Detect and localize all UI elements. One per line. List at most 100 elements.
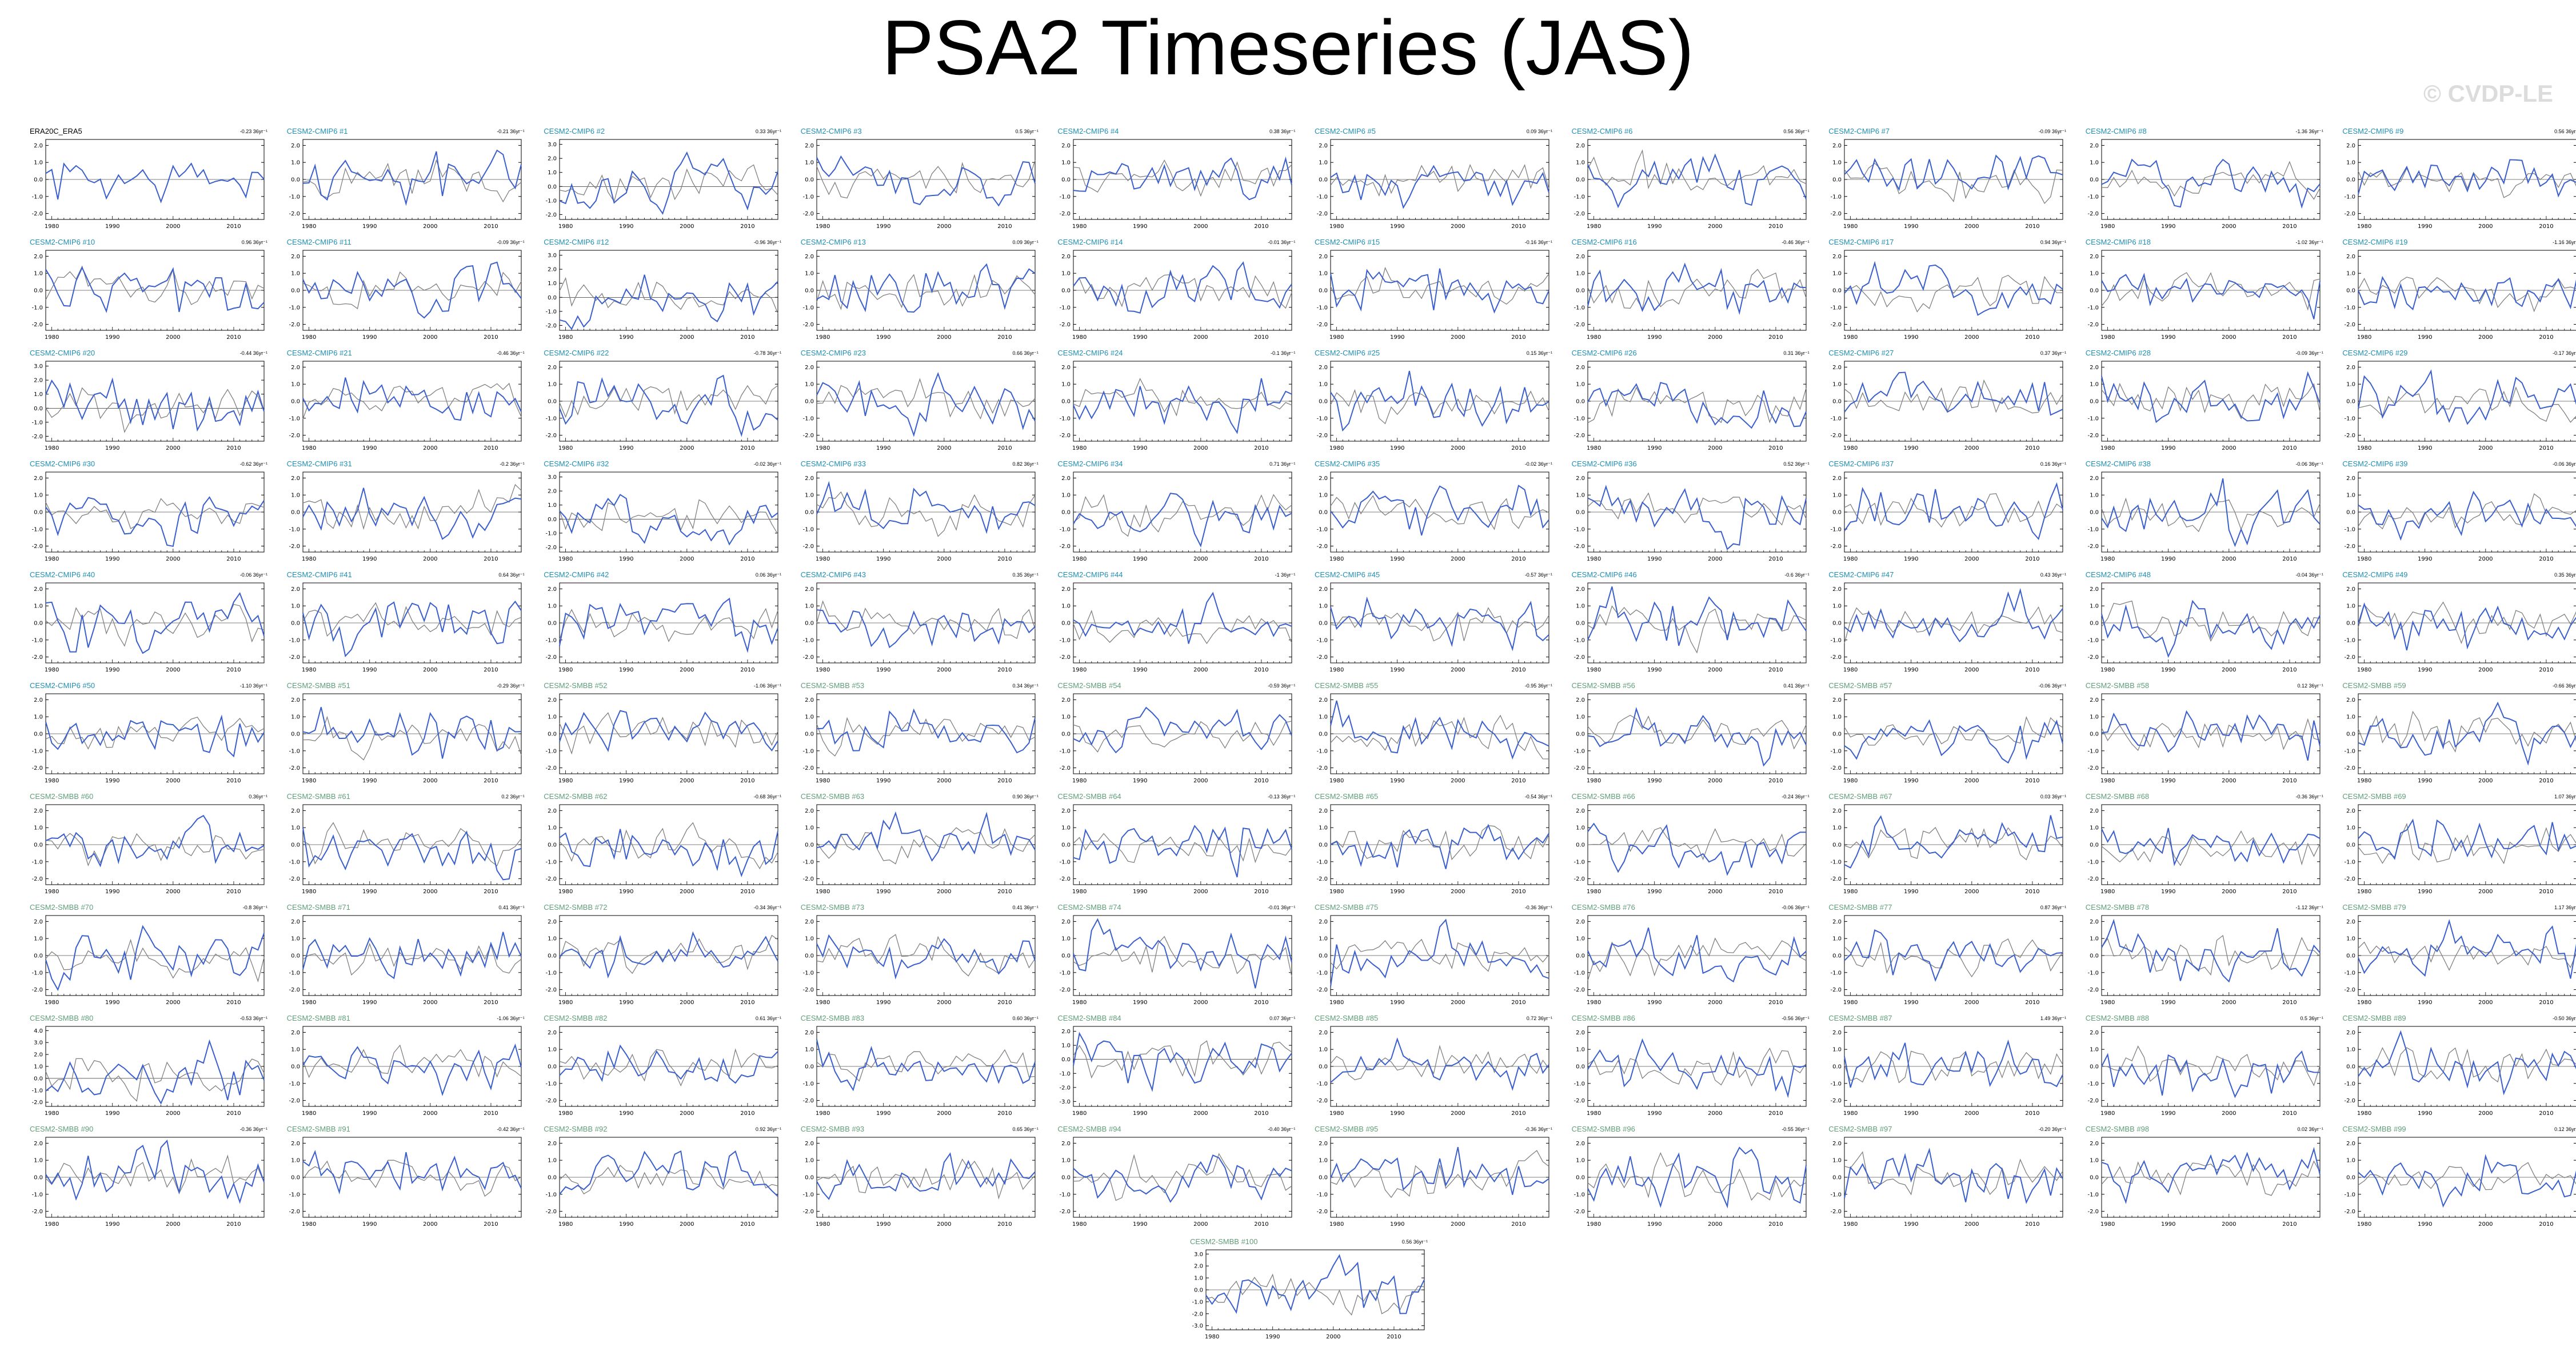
y-tick-label: -1.0 [546,198,557,204]
member-series-line [2358,701,2576,766]
reference-series-line [45,498,265,529]
panel-title: CESM2-SMBB #55 [1315,681,1379,690]
watermark-logo: © CVDP-LE [2423,80,2553,107]
timeseries-panel: CESM2-CMIP6 #31 -0.2 36yr⁻¹ 2.0 1.0 0.0 -1.0 -… [282,459,528,568]
x-tick-label: 1990 [1133,889,1147,895]
member-series-line [1073,493,1292,547]
member-series-line [45,496,265,547]
x-tick-label: 1990 [1904,334,1918,341]
panel-title: CESM2-SMBB #53 [800,681,865,690]
x-tick-label: 1980 [1586,1000,1600,1006]
y-tick-label: 0.0 [548,621,557,627]
panel-trend-label: -0.34 36yr⁻¹ [753,905,782,910]
panel-trend-label: -0.66 36yr⁻¹ [2553,683,2576,689]
panel-title: CESM2-SMBB #54 [1057,681,1121,690]
reference-series-line [302,271,522,310]
x-tick-label: 1980 [2100,445,2115,451]
x-tick-label: 1990 [362,445,377,451]
y-tick-label: 1.0 [1319,160,1328,166]
x-tick-label: 1990 [362,556,377,562]
x-tick-label: 2010 [2539,334,2554,341]
y-tick-label: -1.0 [2087,637,2099,643]
y-tick-label: 3.0 [548,253,557,259]
y-tick-label: -2.0 [2087,433,2099,439]
x-tick-label: 1980 [2357,334,2371,341]
y-tick-label: -1.0 [1060,194,1071,200]
timeseries-panel: CESM2-CMIP6 #29 -0.17 36yr⁻¹ 2.0 1.0 0.0 -1.0… [2338,349,2576,457]
y-tick-label: 2.0 [34,697,43,704]
panel-trend-label: 0.33 36yr⁻¹ [755,129,782,134]
y-tick-label: -2.0 [1831,543,1842,550]
x-tick-label: 2010 [1255,1000,1269,1006]
x-tick-label: 2000 [166,334,180,341]
y-tick-label: 2.0 [1061,254,1071,260]
timeseries-panel: CESM2-CMIP6 #22 -0.78 36yr⁻¹ 2.0 1.0 0.0 -1.0… [539,349,785,457]
y-tick-label: -2.0 [1316,433,1328,439]
x-tick-label: 1990 [1133,778,1147,784]
panel-title: CESM2-CMIP6 #33 [800,459,866,468]
timeseries-panel: CESM2-CMIP6 #20 -0.44 36yr⁻¹ 3.0 2.0 1.0 0.0 -… [25,349,271,457]
y-tick-label: -2.0 [1316,987,1328,993]
reference-series-line [45,265,265,305]
x-tick-label: 1990 [2161,778,2175,784]
y-tick-label: -1.0 [2087,859,2099,865]
panel-trend-label: 0.36yr⁻¹ [249,794,267,800]
x-tick-label: 2000 [2478,223,2493,230]
y-tick-label: -1.0 [289,526,300,533]
member-series-line [302,600,522,658]
y-tick-label: 1.0 [548,714,557,721]
x-tick-label: 1990 [619,334,633,341]
x-tick-label: 1980 [301,556,315,562]
panel-trend-label: -0.13 36yr⁻¹ [1268,794,1296,800]
y-tick-label: 1.0 [291,382,300,388]
y-tick-label: 0.0 [34,510,43,516]
x-tick-label: 2010 [997,1000,1012,1006]
x-tick-label: 2000 [1964,445,1979,451]
y-tick-label: -2.0 [1573,543,1585,550]
x-tick-label: 2010 [1768,778,1783,784]
timeseries-panel: ERA20C_ERA5 -0.23 36yr⁻¹ 2.0 1.0 0.0 -1.0 -2.0… [25,127,271,235]
timeseries-panel: CESM2-CMIP6 #44 -1 36yr⁻¹ 2.0 1.0 0.0 -1.0 -2.… [1053,570,1299,679]
x-tick-label: 1990 [1647,223,1662,230]
member-series-line [816,155,1036,207]
member-series-line [1587,153,1807,209]
x-tick-label: 2010 [1255,223,1269,230]
x-tick-label: 1990 [1904,223,1918,230]
x-tick-label: 1990 [105,667,119,673]
y-tick-label: -1.0 [1060,526,1071,533]
y-tick-label: 1.0 [548,502,557,509]
y-tick-label: 2.0 [2090,475,2099,482]
reference-series-line [302,822,522,867]
y-tick-label: -2.0 [1831,211,1842,217]
x-tick-label: 1980 [1329,556,1344,562]
y-tick-label: -2.0 [1573,654,1585,661]
y-tick-label: 1.0 [805,603,814,610]
y-tick-label: 2.0 [1576,586,1585,593]
x-tick-label: 1990 [105,1000,119,1006]
member-series-line [1073,706,1293,754]
y-tick-label: -1.0 [1316,415,1328,422]
y-tick-label: -2.0 [1831,433,1842,439]
y-tick-label: -2.0 [31,322,43,328]
x-tick-label: 2000 [937,445,951,451]
y-tick-label: 1.0 [805,271,814,277]
x-tick-label: 1990 [362,778,377,784]
panel-trend-label: -0.54 36yr⁻¹ [1524,794,1552,800]
panel-trend-label: -0.1 36yr⁻¹ [1271,350,1296,356]
member-series-line [45,925,265,992]
x-tick-label: 2010 [1511,445,1525,451]
x-tick-label: 2000 [2222,889,2236,895]
y-tick-label: 0.0 [548,517,557,523]
timeseries-panel: CESM2-CMIP6 #38 -0.06 36yr⁻¹ 2.0 1.0 0.0 -1.0… [2081,459,2327,568]
x-tick-label: 2000 [937,889,951,895]
reference-series-line [1844,606,2063,643]
y-tick-label: 1.0 [805,936,814,942]
timeseries-panel: CESM2-SMBB #67 0.03 36yr⁻¹ 2.0 1.0 0.0 -1.0 -2… [1824,792,2070,901]
y-tick-label: 1.0 [2346,714,2355,721]
y-tick-label: 2.0 [2346,254,2355,260]
